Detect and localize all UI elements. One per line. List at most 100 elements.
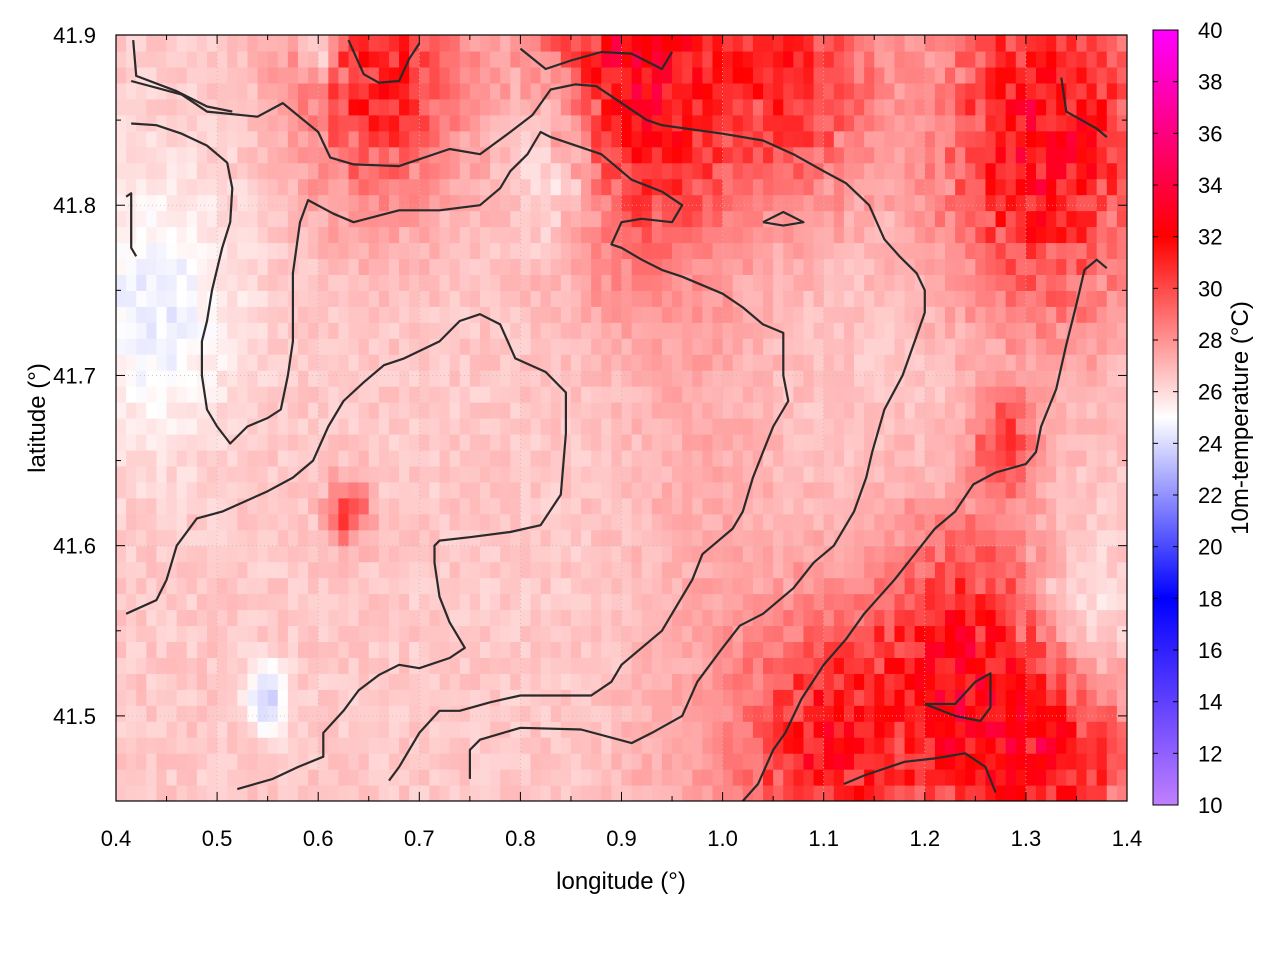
heatmap-cell (338, 561, 350, 579)
heatmap-cell (126, 449, 137, 467)
heatmap-cell (1116, 689, 1127, 706)
heatmap-cell (661, 545, 673, 563)
heatmap-cell (136, 370, 147, 387)
heatmap-cell (722, 178, 734, 196)
heatmap-cell (692, 433, 703, 451)
heatmap-cell (813, 82, 825, 100)
heatmap-cell (803, 114, 815, 132)
heatmap-cell (388, 497, 400, 515)
heatmap-cell (126, 657, 137, 674)
heatmap-cell (287, 673, 299, 690)
heatmap-cell (763, 306, 774, 323)
heatmap-cell (924, 114, 936, 132)
heatmap-cell (1046, 146, 1057, 164)
heatmap-cell (995, 721, 1007, 738)
heatmap-cell (1015, 98, 1027, 116)
heatmap-cell (651, 322, 663, 339)
heatmap-cell (267, 529, 279, 547)
heatmap-cell (621, 322, 633, 339)
heatmap-cell (520, 66, 532, 84)
heatmap-cell (742, 322, 754, 339)
heatmap-cell (560, 66, 572, 84)
heatmap-cell (308, 689, 319, 706)
heatmap-cell (1005, 354, 1017, 371)
heatmap-cell (985, 50, 997, 68)
heatmap-cell (1076, 449, 1088, 467)
heatmap-cell (156, 306, 168, 323)
heatmap-cell (783, 194, 794, 212)
heatmap-cell (287, 226, 299, 244)
colorbar-tick-label: 26 (1198, 380, 1222, 405)
heatmap-cell (328, 721, 340, 738)
heatmap-cell (540, 689, 552, 706)
heatmap-cell (631, 242, 643, 260)
heatmap-cell (934, 242, 946, 260)
heatmap-cell (206, 673, 218, 690)
heatmap-cell (894, 545, 906, 563)
heatmap-cell (348, 306, 360, 323)
heatmap-cell (1086, 258, 1098, 275)
heatmap-cell (550, 513, 562, 531)
heatmap-cell (894, 66, 906, 84)
heatmap-cell (287, 625, 299, 643)
heatmap-cell (682, 561, 693, 579)
heatmap-cell (348, 737, 360, 754)
heatmap-cell (550, 274, 562, 291)
heatmap-cell (348, 274, 360, 291)
heatmap-cell (449, 705, 461, 722)
heatmap-cell (297, 561, 309, 579)
heatmap-cell (712, 545, 724, 563)
heatmap-cell (388, 529, 400, 547)
heatmap-cell (601, 705, 612, 722)
heatmap-cell (843, 306, 855, 323)
heatmap-cell (904, 481, 916, 499)
heatmap-cell (116, 290, 127, 307)
heatmap-cell (742, 785, 754, 801)
heatmap-cell (1086, 577, 1098, 595)
heatmap-cell (904, 705, 916, 722)
heatmap-cell (1025, 210, 1037, 228)
heatmap-cell (176, 258, 188, 275)
heatmap-cell (661, 146, 673, 164)
heatmap-cell (975, 258, 987, 275)
heatmap-cell (702, 513, 714, 531)
heatmap-cell (247, 433, 259, 451)
heatmap-cell (550, 114, 562, 132)
heatmap-cell (752, 146, 764, 164)
heatmap-cell (490, 657, 501, 674)
heatmap-cell (763, 705, 774, 722)
heatmap-cell (823, 338, 835, 355)
heatmap-cell (833, 98, 845, 116)
heatmap-cell (975, 561, 987, 579)
heatmap-cell (641, 593, 653, 611)
heatmap-cell (540, 66, 552, 84)
heatmap-cell (530, 146, 542, 164)
heatmap-cell (864, 609, 875, 627)
heatmap-cell (752, 274, 764, 291)
heatmap-cell (752, 258, 764, 275)
heatmap-cell (146, 657, 158, 674)
heatmap-cell (884, 82, 896, 100)
heatmap-cell (823, 82, 835, 100)
heatmap-cell (156, 354, 168, 371)
heatmap-cell (1066, 114, 1078, 132)
heatmap-cell (641, 322, 653, 339)
heatmap-cell (611, 290, 623, 307)
heatmap-cell (621, 146, 633, 164)
heatmap-cell (378, 114, 390, 132)
heatmap-cell (793, 35, 805, 52)
heatmap-cell (904, 35, 916, 52)
heatmap-cell (763, 785, 774, 801)
heatmap-cell (176, 609, 188, 627)
heatmap-cell (965, 338, 976, 355)
heatmap-cell (884, 641, 896, 658)
heatmap-cell (763, 338, 774, 355)
heatmap-cell (934, 689, 946, 706)
heatmap-cell (399, 497, 410, 515)
heatmap-cell (277, 162, 289, 180)
heatmap-cell (763, 50, 774, 68)
heatmap-cell (318, 673, 329, 690)
heatmap-cell (874, 50, 885, 68)
heatmap-cell (318, 513, 329, 531)
heatmap-cell (490, 433, 501, 451)
